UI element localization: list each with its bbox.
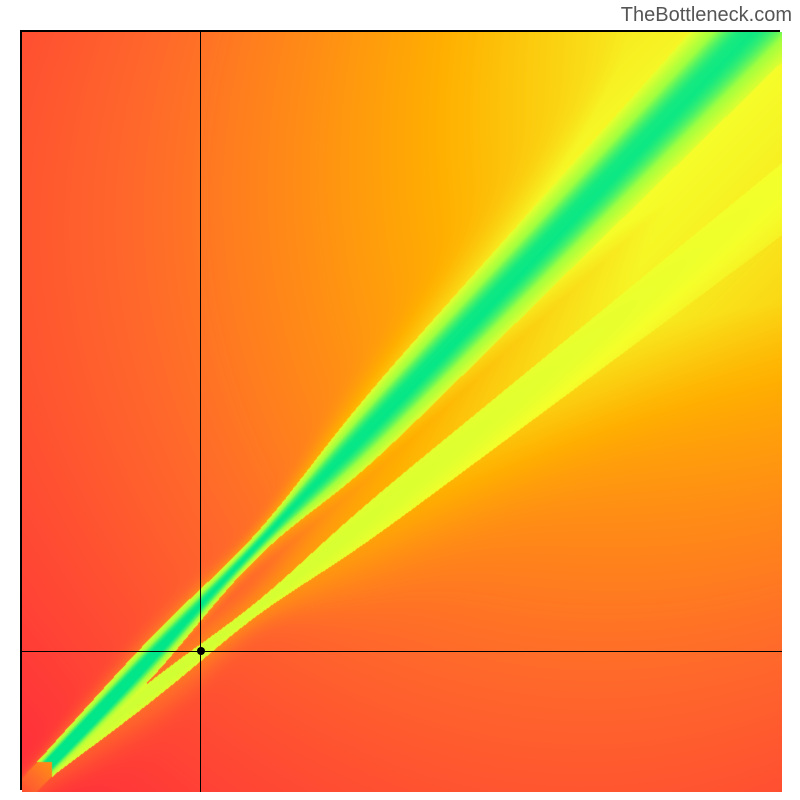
chart-container: TheBottleneck.com xyxy=(0,0,800,800)
marker-point xyxy=(197,647,205,655)
plot-frame xyxy=(20,30,780,790)
watermark-text: TheBottleneck.com xyxy=(621,4,792,27)
heatmap-canvas xyxy=(22,32,782,792)
crosshair-vertical xyxy=(200,32,201,792)
crosshair-horizontal xyxy=(22,651,782,652)
